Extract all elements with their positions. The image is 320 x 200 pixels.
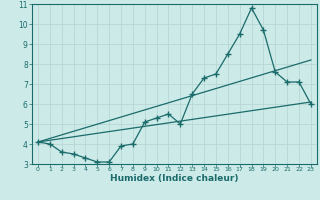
X-axis label: Humidex (Indice chaleur): Humidex (Indice chaleur) — [110, 174, 239, 183]
